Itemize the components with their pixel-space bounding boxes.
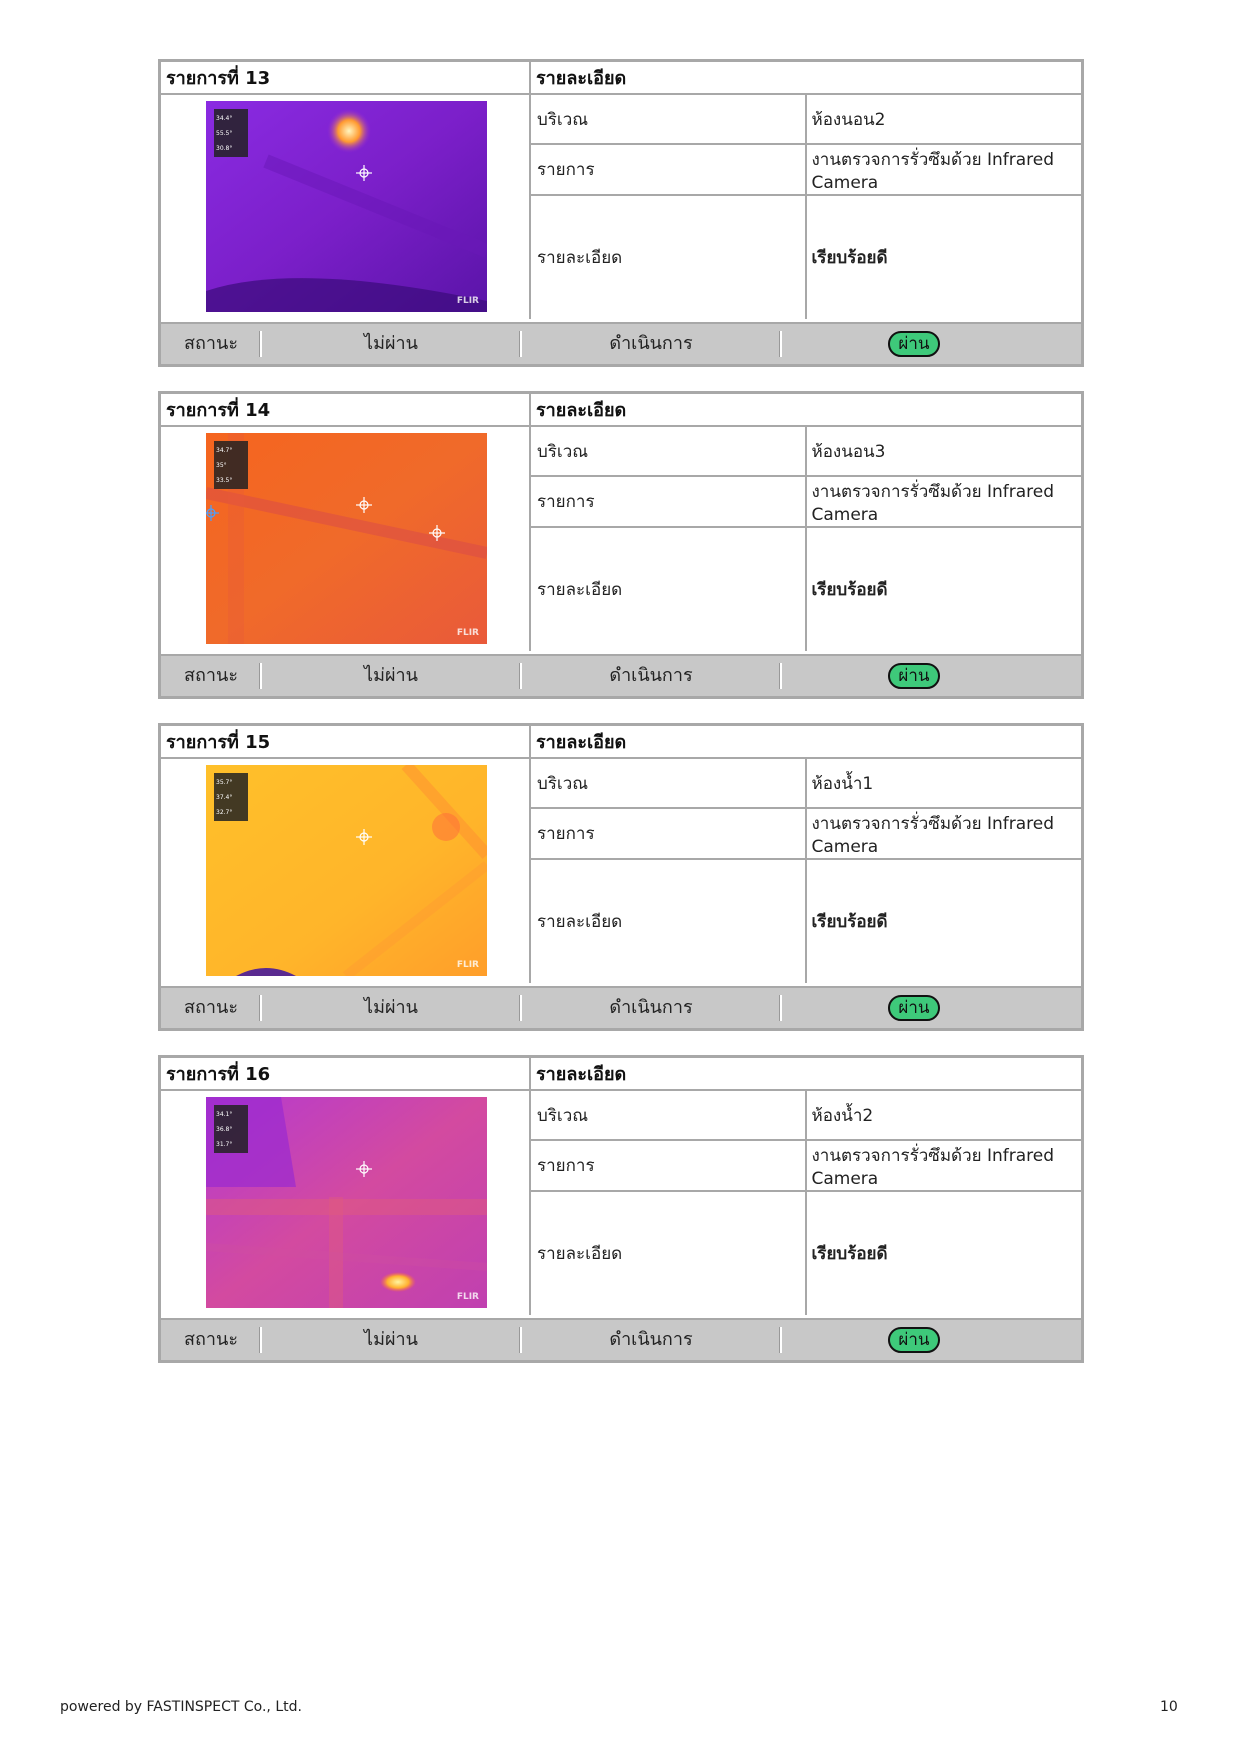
status-pass-option[interactable]: ผ่าน bbox=[888, 1327, 940, 1353]
status-bar: สถานะ ไม่ผ่าน ดำเนินการ ผ่าน bbox=[161, 654, 1081, 696]
status-in-progress-option[interactable]: ดำเนินการ bbox=[609, 1329, 693, 1350]
status-fail-option[interactable]: ไม่ผ่าน bbox=[364, 665, 418, 686]
area-label: บริเวณ bbox=[530, 426, 807, 477]
thermal-reading: 33.5° bbox=[216, 477, 233, 484]
detail-label: รายละเอียด bbox=[530, 195, 807, 319]
thermal-image: 35.7° 37.4° 32.7° FLIR bbox=[206, 765, 487, 976]
detail-value: เรียบร้อยดี bbox=[811, 1244, 888, 1264]
area-value: ห้องน้ำ1 bbox=[805, 758, 1081, 809]
detail-label: รายละเอียด bbox=[530, 1191, 807, 1315]
item-label: รายการ bbox=[530, 144, 807, 196]
area-label: บริเวณ bbox=[530, 94, 807, 145]
item-value: งานตรวจการรั่วซึมด้วย Infrared Camera bbox=[805, 808, 1081, 860]
area-value: ห้องน้ำ2 bbox=[805, 1090, 1081, 1141]
status-in-progress-option[interactable]: ดำเนินการ bbox=[609, 333, 693, 354]
detail-header: รายละเอียด bbox=[530, 394, 1081, 427]
thermal-image-cell: 35.7° 37.4° 32.7° FLIR bbox=[161, 758, 531, 983]
item-title: รายการที่ 16 bbox=[161, 1058, 531, 1091]
thermal-reading: 31.7° bbox=[216, 1141, 233, 1148]
status-bar: สถานะ ไม่ผ่าน ดำเนินการ ผ่าน bbox=[161, 986, 1081, 1028]
thermal-reading: 30.8° bbox=[216, 145, 233, 152]
item-value: งานตรวจการรั่วซึมด้วย Infrared Camera bbox=[805, 476, 1081, 528]
area-value: ห้องนอน2 bbox=[805, 94, 1081, 145]
flir-logo: FLIR bbox=[456, 1292, 479, 1302]
thermal-reading: 34.7° bbox=[216, 447, 233, 454]
area-label: บริเวณ bbox=[530, 758, 807, 809]
detail-value: เรียบร้อยดี bbox=[811, 912, 888, 932]
status-label: สถานะ bbox=[184, 665, 238, 686]
status-label: สถานะ bbox=[184, 1329, 238, 1350]
detail-value: เรียบร้อยดี bbox=[811, 248, 888, 268]
detail-header: รายละเอียด bbox=[530, 1058, 1081, 1091]
detail-header: รายละเอียด bbox=[530, 62, 1081, 95]
thermal-reading: 34.4° bbox=[216, 115, 233, 122]
thermal-image-cell: 34.1° 36.8° 31.7° FLIR bbox=[161, 1090, 531, 1315]
inspection-card-16: รายการที่ 16 รายละเอียด bbox=[158, 1055, 1084, 1363]
thermal-image-cell: 34.4° 55.5° 30.8° FLIR bbox=[161, 94, 531, 319]
status-pass-option[interactable]: ผ่าน bbox=[888, 663, 940, 689]
status-fail-option[interactable]: ไม่ผ่าน bbox=[364, 997, 418, 1018]
status-pass-option[interactable]: ผ่าน bbox=[888, 995, 940, 1021]
area-value: ห้องนอน3 bbox=[805, 426, 1081, 477]
detail-header: รายละเอียด bbox=[530, 726, 1081, 759]
flir-logo: FLIR bbox=[456, 628, 479, 638]
thermal-image: 34.1° 36.8° 31.7° FLIR bbox=[206, 1097, 487, 1308]
inspection-card-14: รายการที่ 14 รายละเอียด bbox=[158, 391, 1084, 699]
thermal-reading: 36.8° bbox=[216, 1126, 233, 1133]
thermal-reading: 32.7° bbox=[216, 809, 233, 816]
area-label: บริเวณ bbox=[530, 1090, 807, 1141]
item-title: รายการที่ 15 bbox=[161, 726, 531, 759]
thermal-reading-list: 34.7° 35° 33.5° bbox=[216, 443, 232, 488]
detail-value: เรียบร้อยดี bbox=[811, 580, 888, 600]
status-label: สถานะ bbox=[184, 333, 238, 354]
status-bar: สถานะ ไม่ผ่าน ดำเนินการ ผ่าน bbox=[161, 322, 1081, 364]
item-label: รายการ bbox=[530, 808, 807, 860]
item-title: รายการที่ 14 bbox=[161, 394, 531, 427]
status-in-progress-option[interactable]: ดำเนินการ bbox=[609, 997, 693, 1018]
status-pass-option[interactable]: ผ่าน bbox=[888, 331, 940, 357]
page-number: 10 bbox=[1160, 1699, 1178, 1715]
footer-powered-by: powered by FASTINSPECT Co., Ltd. bbox=[60, 1699, 302, 1715]
detail-label: รายละเอียด bbox=[530, 527, 807, 651]
inspection-card-15: รายการที่ 15 รายละเอียด bbox=[158, 723, 1084, 1031]
detail-label: รายละเอียด bbox=[530, 859, 807, 983]
item-title: รายการที่ 13 bbox=[161, 62, 531, 95]
item-label: รายการ bbox=[530, 1140, 807, 1192]
flir-logo: FLIR bbox=[456, 960, 479, 970]
status-in-progress-option[interactable]: ดำเนินการ bbox=[609, 665, 693, 686]
thermal-image: 34.4° 55.5° 30.8° FLIR bbox=[206, 101, 487, 312]
status-fail-option[interactable]: ไม่ผ่าน bbox=[364, 1329, 418, 1350]
flir-logo: FLIR bbox=[456, 296, 479, 306]
thermal-reading-list: 34.4° 55.5° 30.8° bbox=[216, 111, 232, 156]
item-value: งานตรวจการรั่วซึมด้วย Infrared Camera bbox=[805, 1140, 1081, 1192]
status-fail-option[interactable]: ไม่ผ่าน bbox=[364, 333, 418, 354]
status-bar: สถานะ ไม่ผ่าน ดำเนินการ ผ่าน bbox=[161, 1318, 1081, 1360]
thermal-image-cell: 34.7° 35° 33.5° FLIR bbox=[161, 426, 531, 651]
thermal-image: 34.7° 35° 33.5° FLIR bbox=[206, 433, 487, 644]
thermal-reading: 37.4° bbox=[216, 794, 233, 801]
thermal-reading: 34.1° bbox=[216, 1111, 233, 1118]
status-label: สถานะ bbox=[184, 997, 238, 1018]
thermal-reading: 55.5° bbox=[216, 130, 233, 137]
thermal-reading: 35.7° bbox=[216, 779, 233, 786]
thermal-reading: 35° bbox=[216, 462, 227, 469]
thermal-reading-list: 35.7° 37.4° 32.7° bbox=[216, 775, 232, 820]
thermal-reading-list: 34.1° 36.8° 31.7° bbox=[216, 1107, 232, 1152]
item-label: รายการ bbox=[530, 476, 807, 528]
inspection-card-13: รายการที่ 13 รายละเอียด bbox=[158, 59, 1084, 367]
item-value: งานตรวจการรั่วซึมด้วย Infrared Camera bbox=[805, 144, 1081, 196]
